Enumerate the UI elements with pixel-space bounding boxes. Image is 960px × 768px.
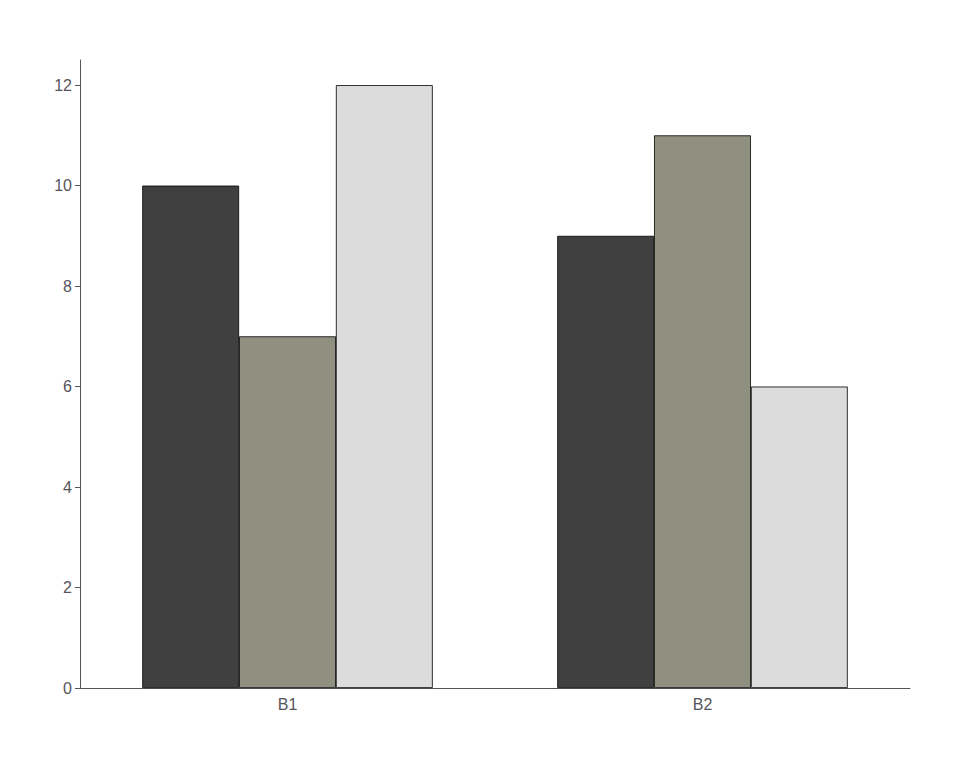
svg-text:2: 2 bbox=[63, 579, 72, 596]
svg-text:12: 12 bbox=[54, 77, 72, 94]
svg-text:6: 6 bbox=[63, 378, 72, 395]
svg-text:B1: B1 bbox=[278, 696, 298, 713]
svg-text:4: 4 bbox=[63, 479, 72, 496]
svg-text:10: 10 bbox=[54, 177, 72, 194]
svg-text:8: 8 bbox=[63, 278, 72, 295]
svg-text:B2: B2 bbox=[693, 696, 713, 713]
svg-text:0: 0 bbox=[63, 680, 72, 697]
